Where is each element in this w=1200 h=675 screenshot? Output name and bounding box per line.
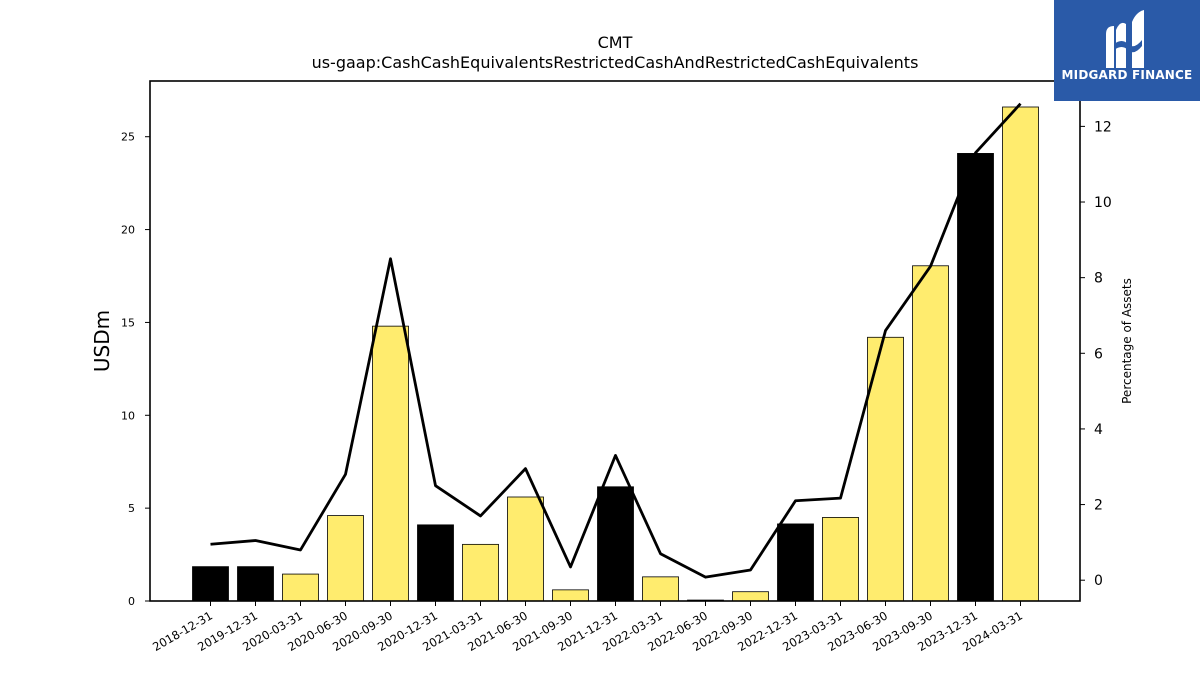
bar-2018-12-31 [192, 566, 229, 602]
y-axis-label: USDm [90, 310, 114, 372]
y2-tick-label: 6 [1094, 346, 1103, 362]
y2-tick-label: 2 [1094, 498, 1103, 514]
y2-tick-label: 4 [1094, 422, 1103, 438]
y-tick-label: 0 [128, 595, 135, 608]
y-tick-label: 20 [121, 224, 135, 237]
y2-axis-label: Percentage of Assets [1120, 278, 1134, 404]
chart-subtitle: us-gaap:CashCashEquivalentsRestrictedCas… [311, 53, 919, 72]
logo-text: MIDGARD FINANCE [1061, 68, 1193, 82]
y2-tick-label: 8 [1094, 271, 1103, 287]
bar-2020-12-31 [417, 524, 454, 602]
chart-title: CMT [597, 33, 633, 52]
bar-2022-03-31 [642, 576, 679, 602]
bar-2023-12-31 [957, 153, 994, 602]
bar-2021-06-30 [507, 496, 544, 602]
bar-2021-09-30 [552, 589, 589, 602]
bar-2020-06-30 [327, 515, 364, 602]
bar-2022-09-30 [732, 591, 769, 602]
bar-2024-03-31 [1002, 106, 1039, 602]
bar-2023-06-30 [867, 336, 904, 602]
bar-2023-09-30 [912, 265, 949, 602]
y-tick-label: 15 [121, 316, 135, 329]
y-tick-label: 5 [128, 502, 135, 515]
percentage-line [210, 102, 1022, 579]
bar-2023-03-31 [822, 517, 859, 602]
y2-tick-label: 12 [1094, 119, 1112, 135]
bar-2021-03-31 [462, 543, 499, 602]
bar-2019-12-31 [237, 566, 274, 602]
logo-mark-icon [1106, 10, 1144, 68]
bar-2020-03-31 [282, 573, 319, 602]
y-tick-label: 10 [121, 409, 135, 422]
midgard-finance-logo: MIDGARD FINANCE [1054, 0, 1200, 101]
y-tick-label: 25 [121, 131, 135, 144]
y2-tick-label: 0 [1094, 573, 1103, 589]
bar-2021-12-31 [597, 486, 634, 602]
bar-2022-12-31 [777, 523, 814, 602]
bar-2020-09-30 [372, 325, 409, 602]
y2-tick-label: 10 [1094, 195, 1112, 211]
